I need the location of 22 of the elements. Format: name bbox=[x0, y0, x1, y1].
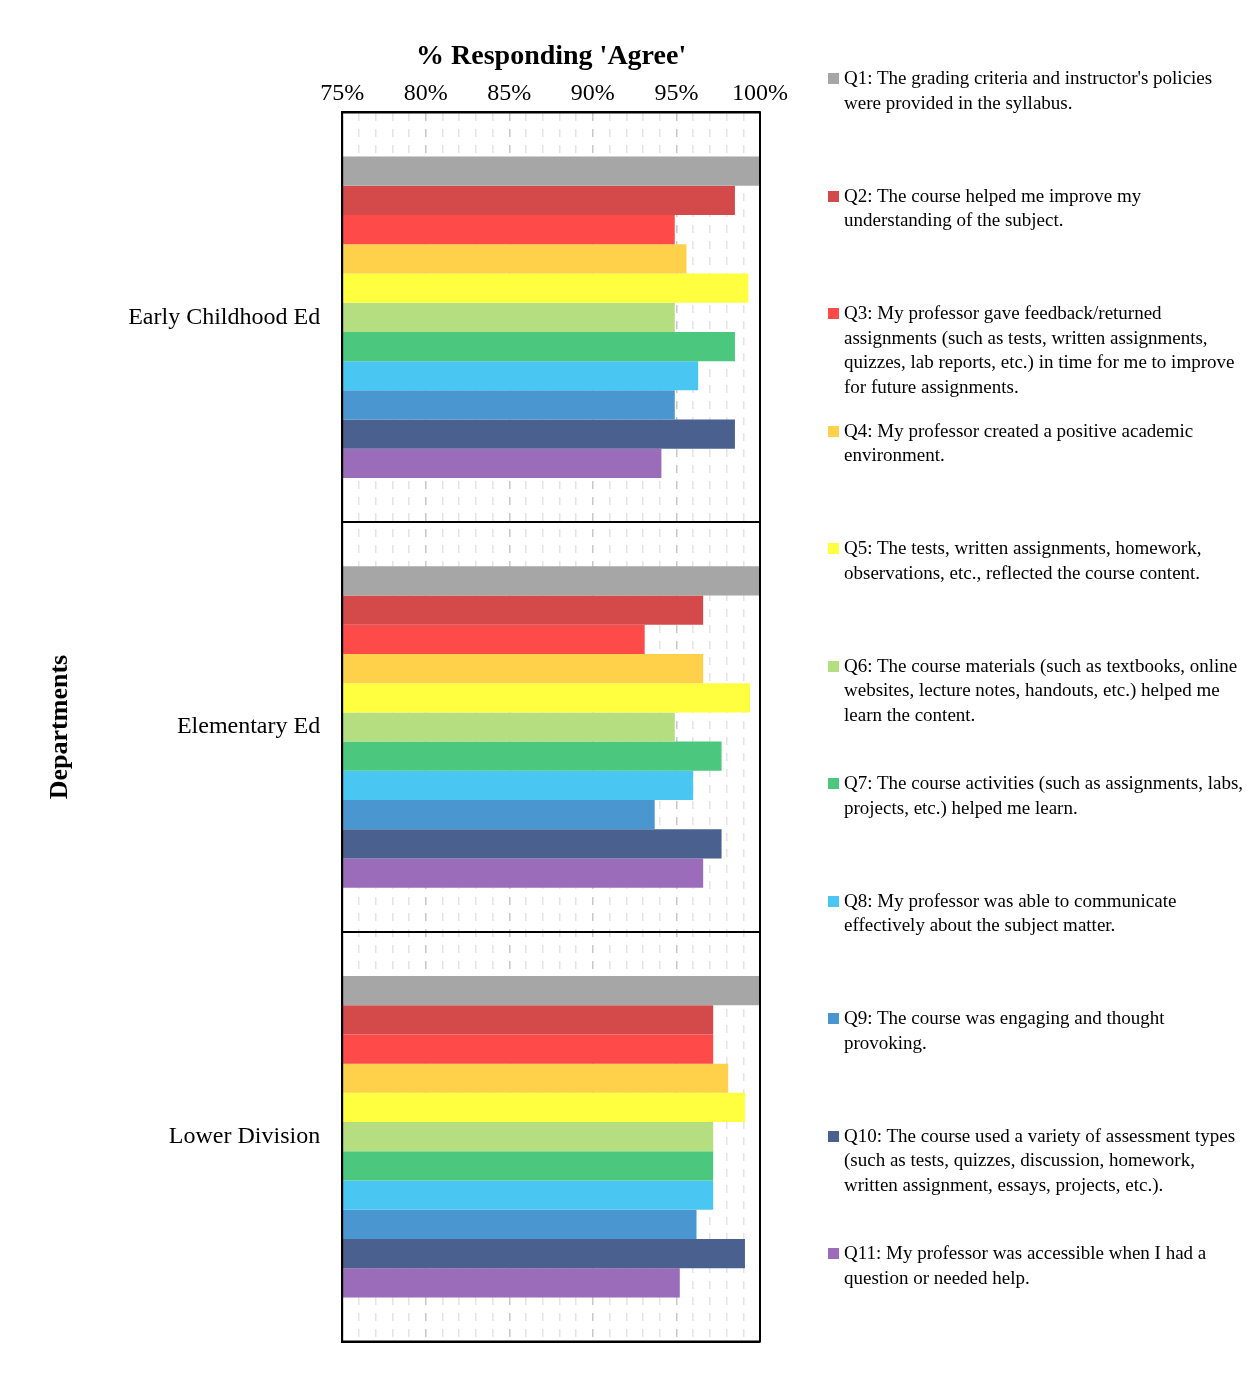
legend-label: Q1: The grading criteria and instructor's policies were provided in the syllabus. bbox=[844, 67, 1213, 113]
x-tick-label: 75% bbox=[320, 79, 365, 106]
legend-label: Q8: My professor was able to communicate effectively about the subject matter. bbox=[844, 889, 1177, 935]
legend-label: Q7: The course activities (such as assignments, labs, projects, etc.) helped me learn. bbox=[844, 772, 1244, 818]
x-tick-label: 95% bbox=[654, 79, 699, 106]
y-tick-label: Early Childhood Ed bbox=[128, 302, 321, 329]
legend-label: Q5: The tests, written assignments, homework, observations, etc., reflected the course content. bbox=[844, 537, 1202, 583]
legend-label: Q6: The course materials (such as textbooks, online websites, lecture notes, handouts, etc.) helped me learn the content. bbox=[844, 654, 1238, 725]
legend-label: Q10: The course used a variety of assessment types (such as tests, quizzes, discussion, homework, written assignment, essays, projects, etc.). bbox=[844, 1124, 1236, 1195]
legend-label: Q4: My professor created a positive academic environment. bbox=[844, 419, 1194, 465]
x-tick-label: 85% bbox=[487, 79, 532, 106]
y-tick-label: Elementary Ed bbox=[176, 712, 321, 739]
x-tick-label: 80% bbox=[403, 79, 448, 106]
legend-label: Q11: My professor was accessible when I had a question or needed help. bbox=[844, 1242, 1207, 1288]
y-axis-title: Departments bbox=[44, 654, 74, 800]
x-tick-label: 90% bbox=[570, 79, 615, 106]
x-tick-label: 100% bbox=[732, 79, 788, 106]
y-tick-label: Lower Division bbox=[168, 1122, 321, 1149]
legend-label: Q3: My professor gave feedback/returned assignments (such as tests, written assignments, quizzes, lab reports, etc.) in time for me to improve for future assignments. bbox=[844, 302, 1235, 397]
legend-label: Q2: The course helped me improve my understanding of the subject. bbox=[844, 184, 1142, 230]
x-axis-title: % Responding 'Agree' bbox=[416, 39, 687, 71]
legend-label: Q9: The course was engaging and thought provoking. bbox=[844, 1007, 1165, 1053]
